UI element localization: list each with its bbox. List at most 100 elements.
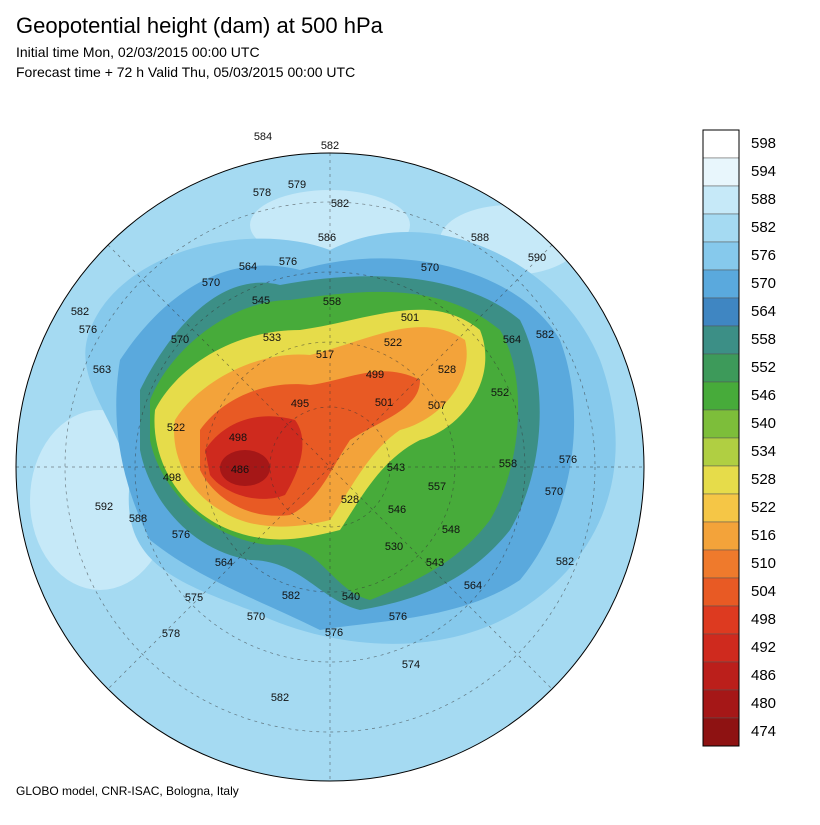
colorbar-label: 576 (751, 247, 776, 264)
contour-label: 582 (282, 590, 300, 602)
colorbar-box (702, 353, 740, 383)
colorbar-label: 570 (751, 275, 776, 292)
colorbar-box (702, 297, 740, 327)
contour-label: 582 (331, 198, 349, 210)
colorbar-label: 480 (751, 695, 776, 712)
colorbar-label: 474 (751, 723, 776, 740)
colorbar-box (702, 409, 740, 439)
contour-label: 570 (421, 262, 439, 274)
contour-label: 590 (528, 252, 546, 264)
footer: GLOBO model, CNR-ISAC, Bologna, Italy (16, 784, 239, 798)
contour-label: 546 (388, 504, 406, 516)
title: Geopotential height (dam) at 500 hPa (16, 13, 384, 38)
colorbar-label: 552 (751, 359, 776, 376)
map (16, 153, 644, 781)
contour-label: 570 (247, 611, 265, 623)
contour-label: 576 (279, 256, 297, 268)
contour-label: 498 (163, 472, 181, 484)
contour-label: 563 (93, 364, 111, 376)
contour-label: 576 (79, 324, 97, 336)
contour-label: 578 (253, 187, 271, 199)
colorbar-frame (702, 129, 740, 747)
contour-label: 592 (95, 501, 113, 513)
colorbar-box (702, 269, 740, 299)
map-border (15, 152, 645, 782)
contour-label: 517 (316, 349, 334, 361)
colorbar-label: 564 (751, 303, 776, 320)
colorbar-box (702, 689, 740, 719)
colorbar-box (702, 241, 740, 271)
contour-label: 582 (271, 692, 289, 704)
colorbar-label: 516 (751, 527, 776, 544)
contour-label: 576 (172, 529, 190, 541)
colorbar-label: 534 (751, 443, 776, 460)
contour-label: 530 (385, 541, 403, 553)
contour-label: 570 (202, 277, 220, 289)
contour-label: 528 (341, 494, 359, 506)
contour-label: 501 (375, 397, 393, 409)
colorbar-box (702, 521, 740, 551)
colorbar-label: 558 (751, 331, 776, 348)
contour-label: 564 (215, 557, 233, 569)
contour-label: 586 (318, 232, 336, 244)
contour-label: 578 (162, 628, 180, 640)
colorbar-box (702, 213, 740, 243)
contour-label: 575 (185, 592, 203, 604)
contour-label: 576 (325, 627, 343, 639)
colorbar-box (702, 605, 740, 635)
colorbar-label: 546 (751, 387, 776, 404)
colorbar-box (702, 549, 740, 579)
colorbar: 598 594 588 582 576 570 564 558 552 546 540 534 528 5… (702, 129, 776, 747)
contour-label: 498 (229, 432, 247, 444)
contour-label: 588 (471, 232, 489, 244)
colorbar-label: 598 (751, 135, 776, 152)
contour-label: 557 (428, 481, 446, 493)
contour-label: 533 (263, 332, 281, 344)
colorbar-label: 522 (751, 499, 776, 516)
forecast-time: Forecast time + 72 h Valid Thu, 05/03/20… (16, 64, 355, 80)
colorbar-box (702, 381, 740, 411)
contour-label: 495 (291, 398, 309, 410)
contour-labels: 584 582 578 579 582 586 588 590 564 576 570 570 545 5… (71, 131, 577, 704)
colorbar-box (702, 465, 740, 495)
contour-label: 552 (491, 387, 509, 399)
colorbar-box (702, 185, 740, 215)
contour-label: 522 (167, 422, 185, 434)
contour-label: 548 (442, 524, 460, 536)
contour-label: 582 (321, 140, 339, 152)
contour-label: 564 (239, 261, 257, 273)
colorbar-label: 492 (751, 639, 776, 656)
colorbar-box (702, 129, 740, 159)
contour-label: 588 (129, 513, 147, 525)
colorbar-label: 486 (751, 667, 776, 684)
colorbar-label: 588 (751, 191, 776, 208)
colorbar-box (702, 157, 740, 187)
contour-label: 582 (556, 556, 574, 568)
contour-label: 574 (402, 659, 420, 671)
contour-label: 507 (428, 400, 446, 412)
colorbar-box (702, 493, 740, 523)
colorbar-label: 594 (751, 163, 776, 180)
contour-label: 584 (254, 131, 272, 143)
colorbar-box (702, 437, 740, 467)
field-480 (220, 450, 270, 486)
colorbar-label: 540 (751, 415, 776, 432)
contour-label: 543 (387, 462, 405, 474)
initial-time: Initial time Mon, 02/03/2015 00:00 UTC (16, 44, 260, 60)
colorbar-label: 528 (751, 471, 776, 488)
contour-label: 579 (288, 179, 306, 191)
contour-label: 582 (536, 329, 554, 341)
colorbar-box (702, 325, 740, 355)
contour-label: 570 (545, 486, 563, 498)
contour-label: 545 (252, 295, 270, 307)
contour-label: 528 (438, 364, 456, 376)
colorbar-box (702, 633, 740, 663)
contour-label: 522 (384, 337, 402, 349)
contour-label: 570 (171, 334, 189, 346)
colorbar-label: 498 (751, 611, 776, 628)
contour-label: 564 (503, 334, 521, 346)
colorbar-label: 582 (751, 219, 776, 236)
contour-label: 558 (499, 458, 517, 470)
colorbar-label: 510 (751, 555, 776, 572)
colorbar-box (702, 661, 740, 691)
